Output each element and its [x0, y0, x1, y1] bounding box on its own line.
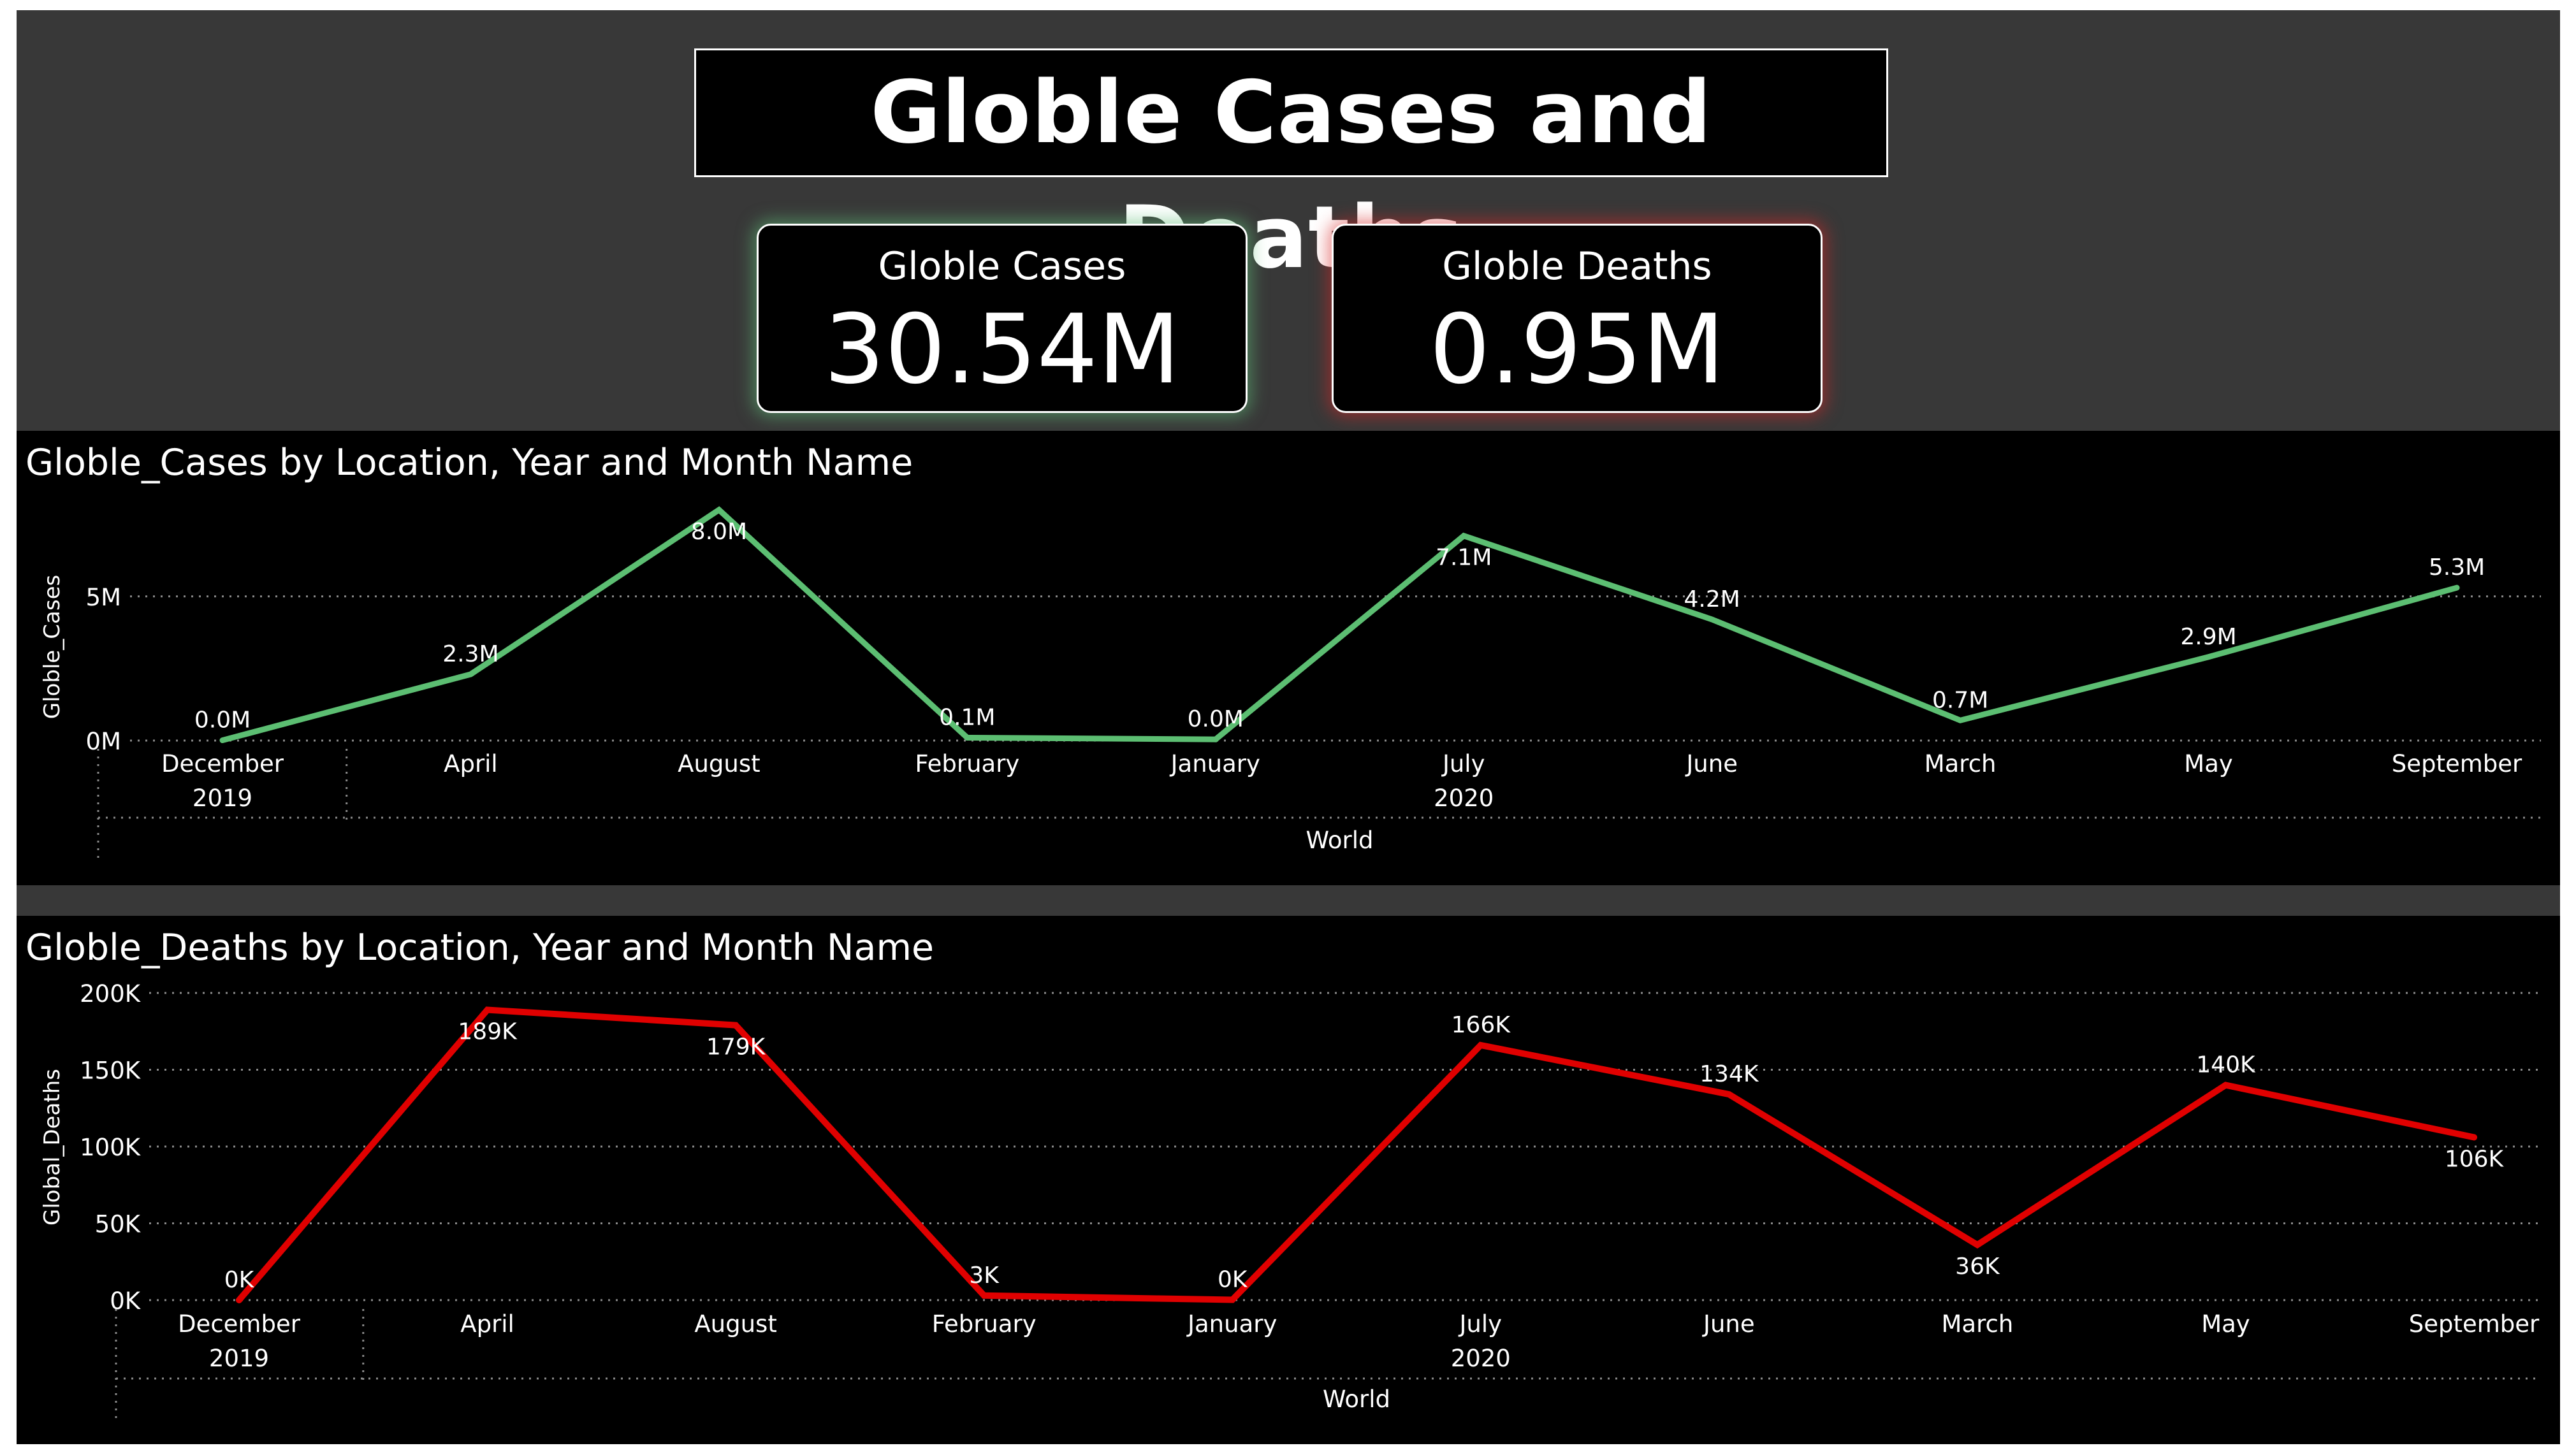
globle-deaths-label: Globle Deaths	[1442, 244, 1712, 289]
x-tick-label: January	[1170, 750, 1260, 778]
y-tick-label: 150K	[80, 1057, 142, 1085]
y-tick-label: 50K	[95, 1211, 142, 1238]
data-point	[1478, 1043, 1483, 1047]
data-label: 36K	[1955, 1254, 2000, 1280]
data-label: 7.1M	[1436, 545, 1492, 571]
x-tick-label: April	[444, 750, 498, 778]
x-tick-label: January	[1186, 1310, 1277, 1338]
data-label: 4.2M	[1684, 586, 1740, 612]
x-year-label: 2019	[193, 785, 252, 812]
x-tick-label: September	[2409, 1310, 2540, 1338]
x-year-label: 2019	[209, 1345, 269, 1372]
data-point	[485, 1008, 490, 1012]
data-label: 140K	[2196, 1052, 2256, 1078]
x-tick-label: May	[2201, 1310, 2250, 1338]
x-tick-label: June	[1685, 750, 1738, 778]
data-label: 0K	[1218, 1267, 1248, 1293]
data-point	[734, 1023, 738, 1027]
x-tick-label: March	[1925, 750, 1997, 778]
x-axis-title: World	[1306, 827, 1373, 854]
x-tick-label: December	[178, 1310, 301, 1338]
deaths-chart-title: Globle_Deaths by Location, Year and Mont…	[25, 927, 935, 969]
x-tick-label: February	[932, 1310, 1037, 1338]
dashboard-title: Globle Cases and Deaths	[694, 48, 1888, 287]
deaths-chart-panel[interactable]: Globle_Deaths by Location, Year and Mont…	[17, 916, 2560, 1444]
data-label: 189K	[458, 1019, 518, 1045]
data-label: 0.7M	[1932, 687, 1988, 713]
y-tick-label: 0K	[110, 1287, 142, 1315]
y-tick-label: 100K	[80, 1134, 142, 1161]
data-label: 134K	[1699, 1061, 1759, 1087]
x-tick-label: December	[161, 750, 284, 778]
data-point	[717, 508, 721, 512]
x-tick-label: August	[678, 750, 760, 778]
data-label: 3K	[969, 1263, 1000, 1289]
data-point	[221, 738, 224, 742]
cases-chart-title: Globle_Cases by Location, Year and Month…	[25, 442, 913, 484]
x-year-label: 2020	[1434, 785, 1494, 812]
data-point	[237, 1298, 241, 1302]
y-axis-title: Globle_Cases	[40, 575, 65, 719]
data-point	[965, 735, 970, 740]
data-label: 179K	[706, 1034, 766, 1060]
data-point	[2206, 655, 2211, 659]
x-tick-label: September	[2392, 750, 2522, 778]
x-tick-label: February	[915, 750, 1019, 778]
x-tick-label: July	[1459, 1310, 1503, 1338]
data-label: 5.3M	[2429, 554, 2485, 581]
series-line	[236, 1006, 2477, 1303]
y-tick-label: 0M	[86, 728, 121, 755]
data-point	[469, 672, 473, 676]
x-axis-title: World	[1323, 1386, 1390, 1413]
x-tick-label: June	[1702, 1310, 1755, 1338]
data-label: 2.9M	[2180, 624, 2236, 650]
globle-cases-value: 30.54M	[824, 294, 1181, 405]
data-label: 0.1M	[939, 704, 995, 730]
x-tick-label: March	[1941, 1310, 2013, 1338]
data-label: 0.0M	[1188, 706, 1244, 732]
globle-deaths-card[interactable]: Globle Deaths 0.95M	[1332, 224, 1823, 413]
data-point	[1213, 737, 1218, 742]
series-line	[219, 506, 2460, 744]
data-point	[2455, 586, 2459, 590]
data-point	[982, 1293, 986, 1298]
data-label: 2.3M	[442, 641, 498, 667]
data-label: 0K	[224, 1267, 255, 1293]
data-point	[1710, 617, 1714, 621]
data-point	[2223, 1083, 2228, 1087]
x-tick-label: April	[460, 1310, 514, 1338]
y-tick-label: 5M	[86, 584, 121, 611]
globle-deaths-value: 0.95M	[1429, 294, 1725, 405]
x-tick-label: August	[694, 1310, 776, 1338]
x-year-label: 2020	[1451, 1345, 1511, 1372]
data-label: 166K	[1452, 1012, 1511, 1038]
globle-cases-label: Globle Cases	[878, 244, 1126, 289]
data-point	[1727, 1092, 1731, 1097]
data-point	[2472, 1135, 2476, 1140]
deaths-line-chart[interactable]: 0K 50K 100K 150K 200K Global_Deaths December Ap…	[17, 916, 2560, 1444]
data-label: 8.0M	[691, 519, 747, 545]
cases-chart-panel[interactable]: Globle_Cases by Location, Year and Month…	[17, 431, 2560, 885]
x-tick-label: July	[1441, 750, 1485, 778]
data-label: 106K	[2445, 1147, 2505, 1173]
data-point	[1975, 1243, 1979, 1247]
data-point	[1958, 718, 1963, 723]
x-tick-label: May	[2184, 750, 2233, 778]
data-label: 0.0M	[194, 707, 251, 734]
data-point	[1462, 533, 1466, 538]
cases-line-chart[interactable]: 0M 5M Globle_Cases December April August Febru…	[17, 431, 2560, 885]
globle-cases-card[interactable]: Globle Cases 30.54M	[757, 224, 1248, 413]
y-tick-label: 200K	[80, 980, 142, 1008]
y-axis-title: Global_Deaths	[40, 1069, 65, 1226]
data-point	[1230, 1298, 1235, 1302]
